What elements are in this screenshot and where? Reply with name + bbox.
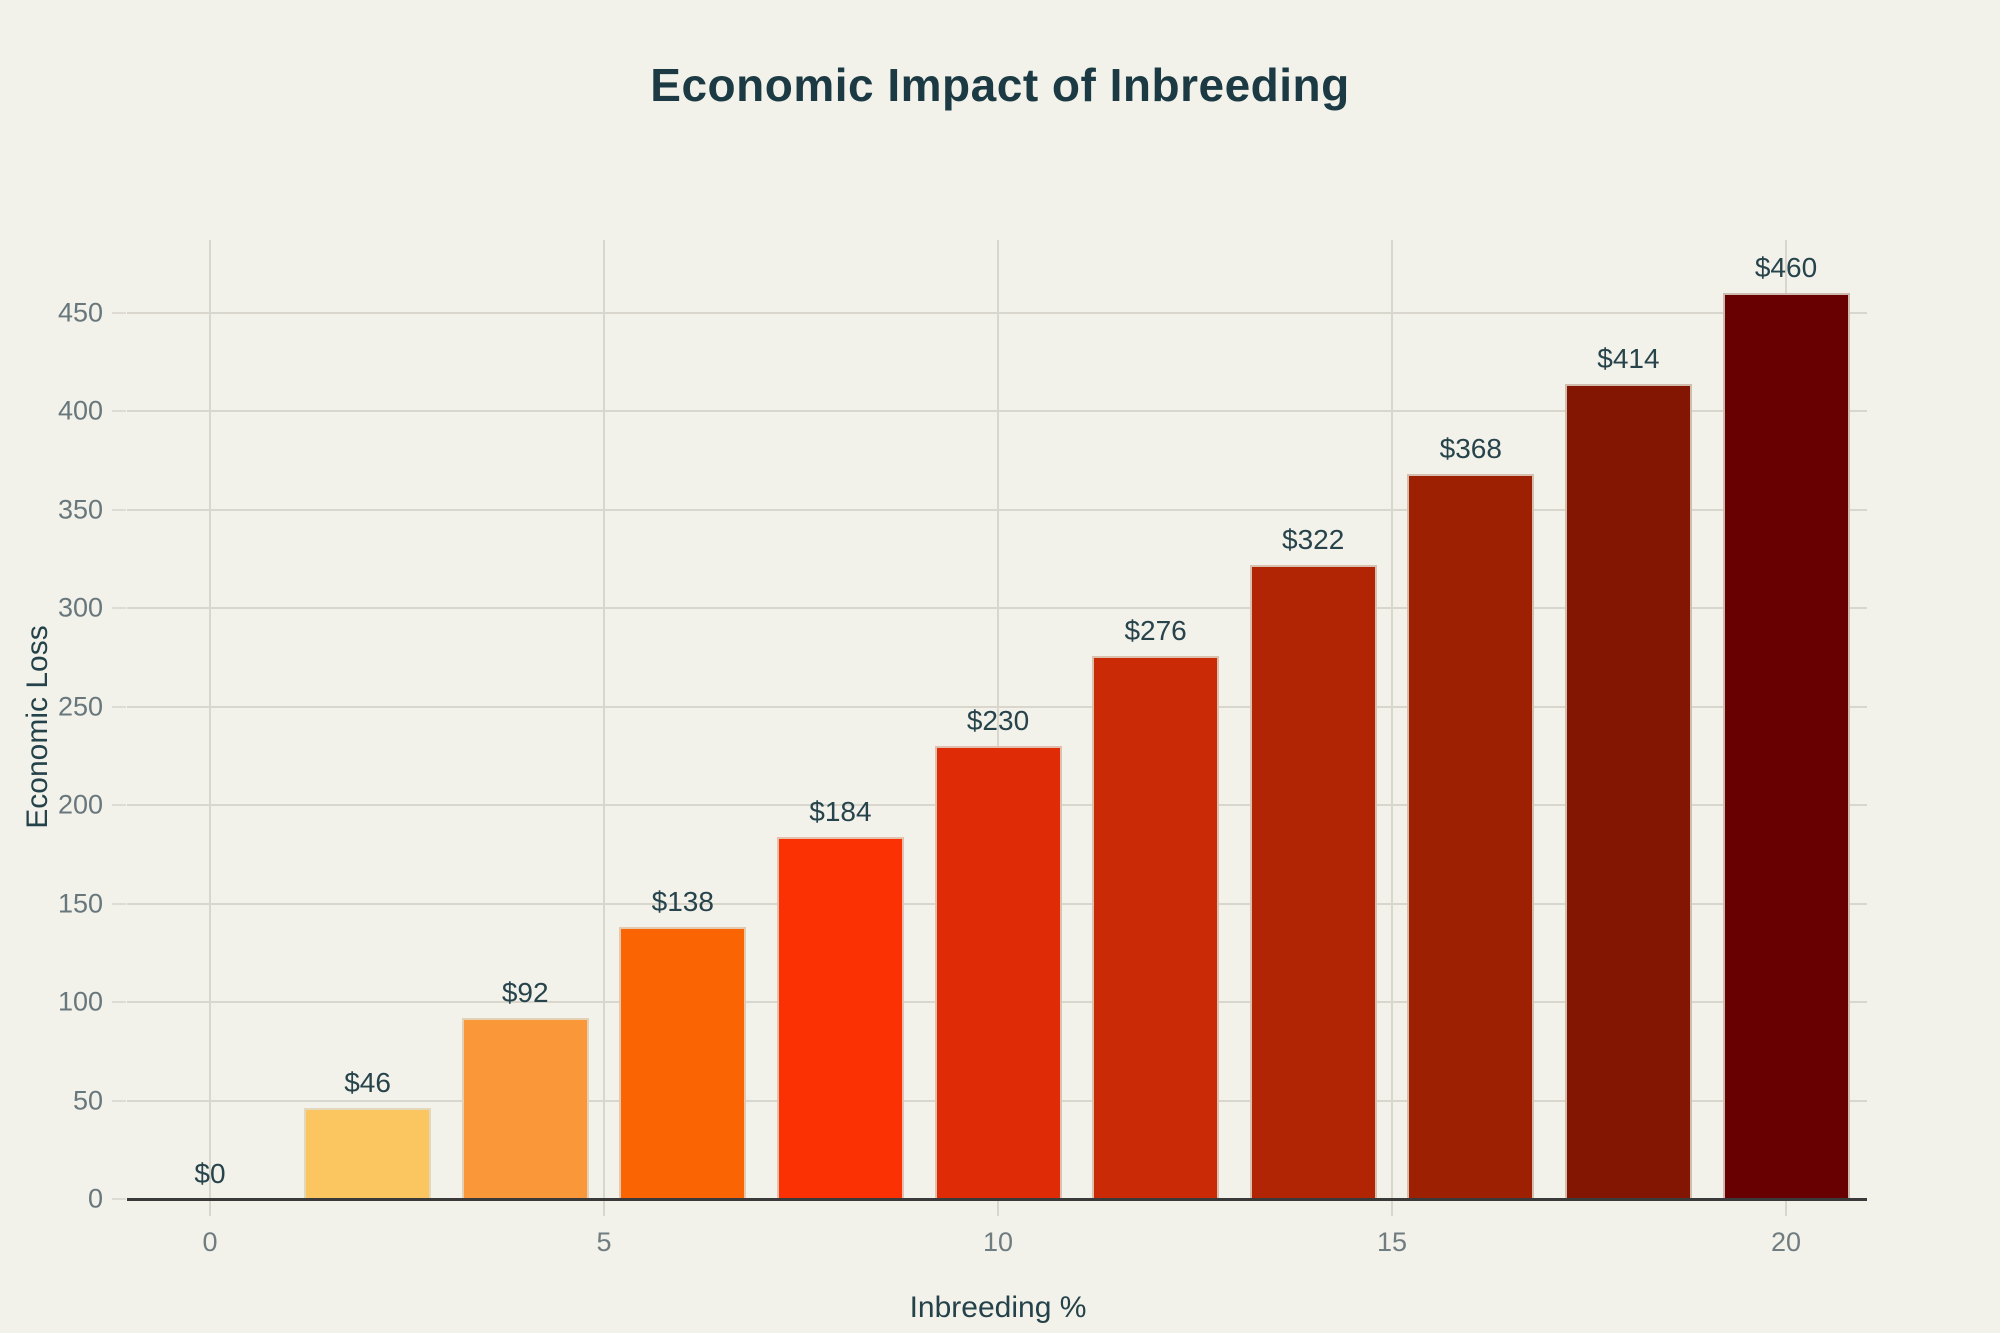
bar-value-label: $0 (194, 1158, 226, 1189)
y-tick-mark (112, 311, 126, 314)
y-tick-mark (112, 1001, 126, 1004)
bar-value-label: $184 (809, 795, 872, 827)
y-tick-mark (112, 1099, 126, 1102)
bar-value-label: $138 (651, 886, 714, 918)
y-tick-mark (112, 902, 126, 905)
y-tick-label: 450 (57, 297, 103, 328)
y-tick-mark (112, 705, 126, 708)
y-tick-label: 0 (87, 1183, 103, 1214)
y-tick-label: 150 (57, 888, 103, 919)
y-tick-label: 300 (57, 592, 103, 623)
x-tick-label: 20 (1770, 1227, 1802, 1257)
bar-value-label: $276 (1124, 614, 1187, 646)
y-tick-mark (112, 1198, 126, 1200)
y-axis-title: Economic Loss (21, 625, 54, 829)
x-axis-line (127, 1197, 1867, 1201)
y-tick-label: 350 (57, 494, 103, 525)
y-tick-mark (112, 508, 126, 511)
bar (1249, 565, 1377, 1199)
y-tick-label: 100 (57, 986, 103, 1017)
bar (619, 927, 747, 1199)
bar-value-label: $414 (1597, 342, 1660, 374)
y-tick-mark (112, 804, 126, 807)
v-gridline (603, 240, 605, 1216)
y-tick-label: 400 (57, 395, 103, 426)
y-tick-label: 50 (72, 1085, 103, 1116)
y-tick-label: 200 (57, 789, 103, 820)
bar (1722, 293, 1850, 1199)
bar-value-label: $460 (1754, 252, 1818, 284)
y-tick-label: 250 (57, 691, 103, 722)
chart-title: Economic Impact of Inbreeding (650, 59, 1350, 111)
bar (934, 746, 1062, 1199)
bar (1407, 474, 1535, 1199)
bar-value-label: $230 (966, 705, 1030, 737)
bar-value-label: $92 (501, 976, 549, 1008)
bar-value-label: $368 (1439, 433, 1502, 465)
x-tick-label: 5 (596, 1227, 612, 1257)
bar (304, 1108, 432, 1199)
x-tick-label: 0 (202, 1227, 218, 1257)
y-tick-mark (112, 607, 126, 610)
y-tick-mark (112, 410, 126, 413)
bar-value-label: $46 (344, 1067, 391, 1099)
x-axis-title: Inbreeding % (909, 1291, 1087, 1324)
v-gridline (1391, 240, 1393, 1216)
x-tick-label: 15 (1376, 1227, 1408, 1257)
bar-value-label: $322 (1282, 524, 1345, 555)
bar (461, 1017, 589, 1199)
bar (1092, 655, 1220, 1199)
x-tick-label: 10 (982, 1227, 1014, 1257)
v-gridline (997, 240, 999, 1216)
bar (776, 836, 904, 1199)
v-gridline (209, 240, 211, 1216)
bar (1564, 383, 1692, 1199)
